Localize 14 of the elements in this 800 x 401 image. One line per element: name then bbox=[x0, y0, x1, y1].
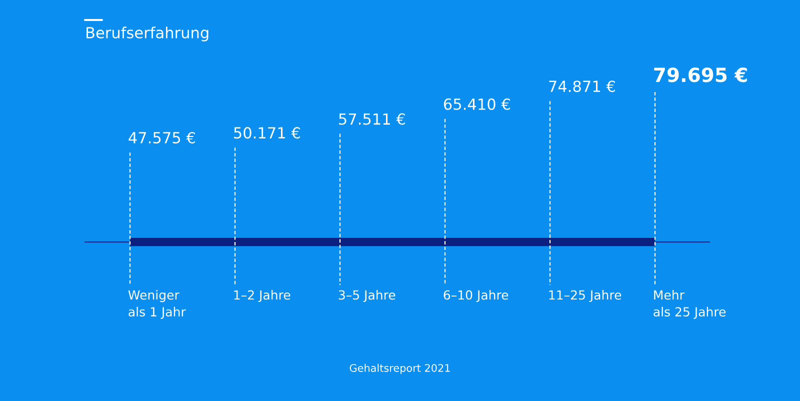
data-label: 79.695 € bbox=[654, 68, 747, 82]
text: Gehaltsreport 2021 bbox=[350, 364, 450, 374]
data-label: 47.575 € bbox=[128, 132, 195, 144]
data-label: 50.171 € bbox=[234, 127, 300, 139]
category-label: 1–2 Jahre bbox=[234, 290, 290, 302]
data-label: 65.410 € bbox=[444, 98, 510, 110]
category-label: 6–10 Jahre bbox=[444, 290, 508, 302]
text: Berufserfahrung bbox=[86, 26, 208, 42]
category-label: Mehr als 25 Jahre bbox=[654, 290, 726, 319]
data-label: 74.871 € bbox=[549, 80, 615, 92]
category-label: 3–5 Jahre bbox=[338, 290, 396, 302]
category-label: Weniger als 1 Jahr bbox=[128, 290, 186, 319]
data-label: 57.511 € bbox=[339, 113, 405, 125]
category-label: 11–25 Jahre bbox=[549, 290, 622, 302]
